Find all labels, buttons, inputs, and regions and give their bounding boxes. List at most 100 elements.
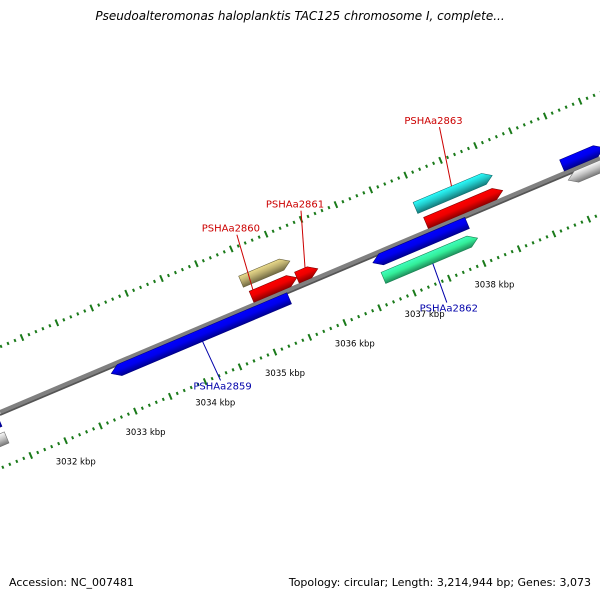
- tick-mark: [503, 252, 507, 257]
- tick-mark: [173, 270, 177, 275]
- tick-mark: [411, 170, 415, 174]
- tick-mark: [97, 303, 101, 307]
- gene-arrow-PSHAa2859[interactable]: [110, 292, 292, 376]
- tick-mark: [329, 326, 333, 331]
- tick-mark: [27, 332, 31, 337]
- genome-summary-text: Topology: circular; Length: 3,214,944 bp…: [288, 576, 591, 589]
- tick-mark: [263, 230, 269, 238]
- tick-mark: [153, 279, 157, 284]
- tick-mark: [594, 214, 598, 218]
- tick-mark: [54, 319, 60, 327]
- tick-mark: [515, 126, 519, 130]
- tick-mark: [362, 191, 366, 195]
- tick-mark: [592, 93, 596, 98]
- scale-label: 3037 kbp: [405, 310, 445, 320]
- label-leader-line: [432, 263, 448, 303]
- tick-mark: [215, 253, 219, 257]
- tick-mark: [210, 376, 214, 381]
- gene-arrow-left-blue-bottom[interactable]: [0, 415, 3, 437]
- tick-mark: [196, 382, 200, 387]
- tick-mark: [377, 304, 382, 312]
- tick-mark: [133, 407, 138, 415]
- tick-mark: [245, 362, 249, 366]
- tick-mark: [447, 274, 452, 282]
- tick-mark: [208, 256, 212, 260]
- tick-mark: [398, 297, 403, 301]
- tick-mark: [566, 226, 570, 230]
- tick-mark: [272, 348, 278, 356]
- tick-mark: [385, 303, 389, 307]
- tick-mark: [111, 297, 115, 301]
- tick-mark: [454, 273, 458, 278]
- tick-mark: [383, 182, 387, 186]
- label-leader-line: [438, 127, 452, 187]
- gene-arrow-blue-3039[interactable]: [559, 145, 600, 172]
- tick-mark: [0, 344, 3, 349]
- scale-label: 3033 kbp: [125, 428, 165, 438]
- tick-mark: [524, 243, 528, 248]
- tick-mark: [147, 403, 151, 408]
- tick-mark: [475, 264, 479, 269]
- gene-arrow-blue-3036[interactable]: [372, 217, 470, 266]
- tick-mark: [202, 378, 208, 386]
- tick-mark: [571, 102, 575, 106]
- tick-mark: [287, 344, 291, 348]
- gene-arrow-khaki-2860[interactable]: [238, 258, 291, 288]
- tick-mark: [320, 208, 324, 213]
- gene-label-PSHAa2863: PSHAa2863: [404, 116, 462, 127]
- tick-mark: [259, 356, 263, 360]
- gene-arrow-PSHAa2861[interactable]: [294, 266, 319, 284]
- tick-mark: [368, 186, 374, 194]
- gene-arrow-red-3037[interactable]: [423, 188, 504, 229]
- tick-mark: [405, 294, 409, 298]
- tick-mark: [333, 201, 339, 209]
- tick-mark: [418, 167, 422, 171]
- tick-mark: [440, 279, 444, 283]
- tick-mark: [119, 415, 123, 419]
- tick-mark: [175, 391, 179, 396]
- tick-mark: [446, 155, 450, 160]
- backbone-line: [0, 156, 600, 414]
- tick-mark: [542, 112, 548, 120]
- tick-mark: [285, 223, 289, 228]
- label-leader-line: [300, 210, 306, 268]
- tick-mark: [8, 462, 12, 467]
- gene-arrow-PSHAa2860[interactable]: [248, 275, 298, 303]
- gene-arrow-PSHAa2862[interactable]: [380, 235, 479, 284]
- tick-mark: [586, 215, 592, 223]
- tick-mark: [1, 465, 5, 470]
- tick-mark: [105, 421, 109, 425]
- tick-mark: [167, 392, 173, 400]
- gene-arrow-left-gray-bottom[interactable]: [0, 431, 10, 454]
- tick-mark: [392, 300, 396, 304]
- tick-mark: [371, 308, 375, 313]
- tick-mark: [63, 437, 68, 445]
- tick-mark: [217, 373, 221, 378]
- tick-mark: [34, 329, 38, 334]
- tick-mark: [580, 220, 584, 224]
- tick-mark: [313, 211, 317, 216]
- gene-features[interactable]: [0, 129, 600, 454]
- label-leader-line: [236, 234, 254, 290]
- tick-mark: [496, 255, 500, 260]
- gene-label-PSHAa2861: PSHAa2861: [266, 200, 324, 211]
- tick-mark: [271, 229, 275, 233]
- tick-mark: [83, 309, 87, 313]
- tick-mark: [433, 282, 437, 286]
- tick-mark: [494, 134, 498, 139]
- gene-arrow-PSHAa2863[interactable]: [412, 173, 493, 214]
- tick-mark: [489, 258, 493, 263]
- label-leader-line: [202, 341, 222, 381]
- tick-mark: [529, 120, 533, 124]
- tick-mark: [357, 314, 361, 319]
- tick-marks: [0, 91, 600, 470]
- tick-mark: [432, 161, 436, 166]
- tick-mark: [22, 456, 26, 461]
- tick-mark: [551, 230, 557, 238]
- tick-mark: [126, 412, 130, 416]
- gene-arrow-gray-3039[interactable]: [567, 157, 600, 183]
- tick-mark: [348, 196, 352, 201]
- tick-mark: [50, 444, 54, 449]
- gene-labels: PSHAa2860 PSHAa2861 PSHAa2863 PSHAa2859 PSHA…: [193, 116, 478, 392]
